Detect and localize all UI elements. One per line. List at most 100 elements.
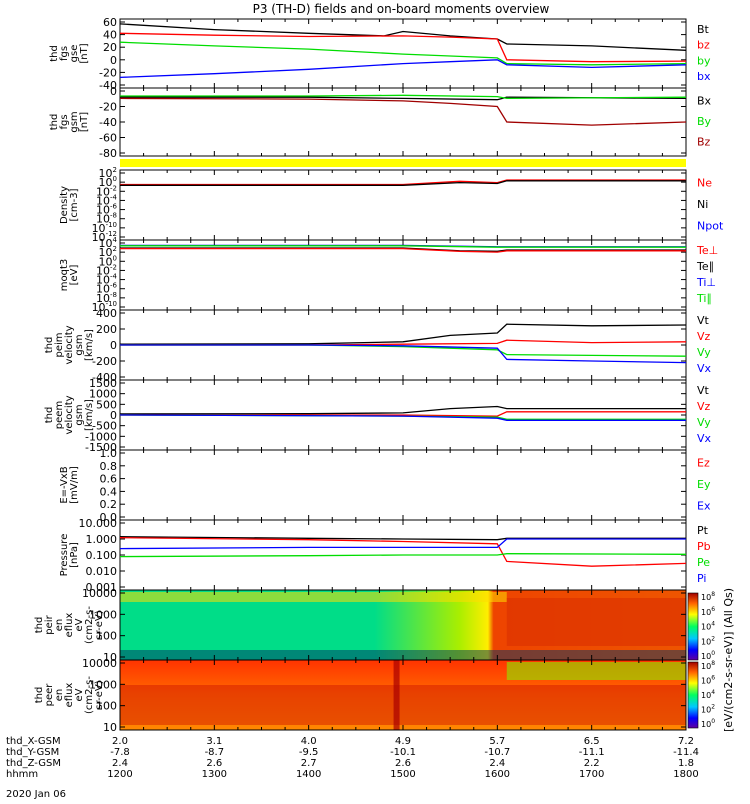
- legend-entry: Vy: [697, 416, 711, 429]
- colorbar-tick-label: 104: [701, 621, 715, 632]
- legend-entry: bz: [697, 39, 710, 52]
- y-axis-label: thd: [34, 687, 45, 704]
- y-axis-label: (cm2-s-: [84, 676, 95, 714]
- orbit-value: 4.9: [395, 736, 411, 747]
- y-tick-label: 200: [96, 323, 117, 336]
- y-tick-label: 0.6: [100, 473, 118, 486]
- panel-9: 10000 1000 100 10 thd peir en eflux eV (cm2-s-sr-…: [34, 587, 687, 664]
- legend-entry: By: [697, 115, 712, 128]
- orbit-value: 1800: [673, 769, 698, 780]
- y-axis-label: thd: [49, 45, 60, 62]
- y-tick-label: 0: [110, 85, 117, 98]
- y-tick-label: 1000: [89, 608, 117, 621]
- legend-entry: Ey: [697, 478, 711, 491]
- legend-entry: Vx: [697, 362, 712, 375]
- y-tick-label: -400: [92, 371, 117, 384]
- spectrogram-band: [120, 592, 507, 602]
- panel-frame: [119, 449, 687, 521]
- y-tick-label: 20: [103, 41, 117, 54]
- colorbar-tick-label: 108: [701, 591, 715, 602]
- y-axis-label: fgs: [59, 114, 70, 129]
- series-line-bt: [119, 23, 687, 51]
- orbit-value: 6.5: [584, 736, 600, 747]
- y-tick-label: 100: [96, 630, 117, 643]
- panel-5: 400 200 0 -200 -400 thd peim velocity gsm [km/s] V…: [44, 307, 712, 384]
- series-line-vx: [120, 344, 687, 364]
- y-tick-label: 10000: [82, 587, 117, 600]
- series-line-ne: [120, 179, 686, 186]
- y-axis-label: velocity: [64, 395, 75, 434]
- legend-entry: Vt: [697, 384, 710, 397]
- orbit-value: 2.6: [395, 758, 411, 769]
- orbit-value: -11.1: [579, 747, 605, 758]
- orbit-value: -11.4: [673, 747, 699, 758]
- colorbar-tick-label: 102: [701, 635, 715, 646]
- y-tick-label: 1.0: [100, 447, 118, 460]
- y-axis-label: fgs: [59, 46, 70, 61]
- orbit-value: 2.7: [301, 758, 317, 769]
- y-tick-label: 100: [99, 175, 117, 189]
- orbit-value: 2.0: [112, 736, 128, 747]
- colorbar-tick-label: 100: [701, 650, 715, 661]
- legend-entry: by: [697, 54, 711, 67]
- y-axis-label: [cm-3]: [69, 188, 80, 221]
- series-line-pb: [119, 537, 687, 567]
- legend-entry: Ti∥: [696, 292, 712, 305]
- y-axis-label: gsm: [74, 334, 85, 355]
- orbit-value: 3.1: [206, 736, 222, 747]
- series-line-vy: [120, 344, 687, 357]
- spectrogram-band: [120, 685, 686, 725]
- y-axis-label: thd: [44, 337, 55, 354]
- y-axis-label: Density: [59, 186, 70, 224]
- legend-entry: Vx: [697, 432, 712, 445]
- series-line-by: [119, 41, 687, 66]
- y-axis-label: peer: [44, 683, 55, 707]
- y-tick-label: -80: [99, 147, 117, 160]
- y-tick-label: 0.100: [86, 549, 118, 562]
- y-tick-label: 0.4: [100, 485, 118, 498]
- orbit-value: -8.7: [205, 747, 225, 758]
- panel-7: 1.00.80.60.40.20.0 E=-VxB [mV/m] Ez Ey Ex: [59, 447, 711, 524]
- orbit-value: 1700: [579, 769, 604, 780]
- y-axis-label: [km/s]: [84, 329, 95, 361]
- orbit-value: 1400: [296, 769, 321, 780]
- y-tick-label: 10.000: [79, 517, 118, 530]
- y-axis-label: sr-eV): [94, 680, 105, 709]
- series-line-pe: [119, 553, 687, 558]
- y-axis-label: thd: [34, 617, 45, 634]
- colorbar-electron: [687, 661, 699, 729]
- y-tick-label: 40: [103, 29, 117, 42]
- panel-10: 10000 1000 100 10 thd peer en eflux eV (cm2-s-sr-…: [34, 657, 687, 734]
- legend-entry: bx: [697, 70, 711, 83]
- legend-entry: Ex: [697, 499, 711, 512]
- y-tick-label: -40: [99, 116, 117, 129]
- y-tick-label: 0: [110, 409, 117, 422]
- colorbar-tick-label: 100: [701, 718, 715, 729]
- y-axis-label: peem: [54, 401, 65, 429]
- orbit-value: 1300: [202, 769, 227, 780]
- orbit-row-label: thd_X-GSM: [6, 736, 61, 747]
- orbit-value: 1200: [107, 769, 132, 780]
- y-axis-label: [km/s]: [84, 399, 95, 431]
- legend-entry: Ti⊥: [696, 276, 716, 289]
- colorbar-tick-label: 106: [701, 675, 715, 686]
- y-axis-label: moqt3: [59, 259, 70, 292]
- legend-entry: Te⊥: [696, 244, 718, 257]
- y-tick-label: -200: [92, 355, 117, 368]
- y-tick-label: 102: [99, 166, 117, 180]
- y-axis-label: [nT]: [79, 112, 90, 132]
- legend-entry: Te∥: [696, 260, 714, 273]
- orbit-row-label: thd_Y-GSM: [6, 747, 59, 758]
- orbit-value: 4.0: [301, 736, 317, 747]
- legend-entry: Pt: [697, 524, 709, 537]
- colorbar-tick-label: 106: [701, 606, 715, 617]
- series-line-bz: [119, 97, 687, 126]
- y-axis-label: Pressure: [59, 534, 70, 577]
- orbit-value: -10.1: [390, 747, 416, 758]
- y-tick-label: 1000: [89, 388, 117, 401]
- quality-flag-bar: [120, 159, 686, 167]
- y-axis-label: eV: [74, 618, 85, 631]
- series-line-vt: [119, 405, 686, 415]
